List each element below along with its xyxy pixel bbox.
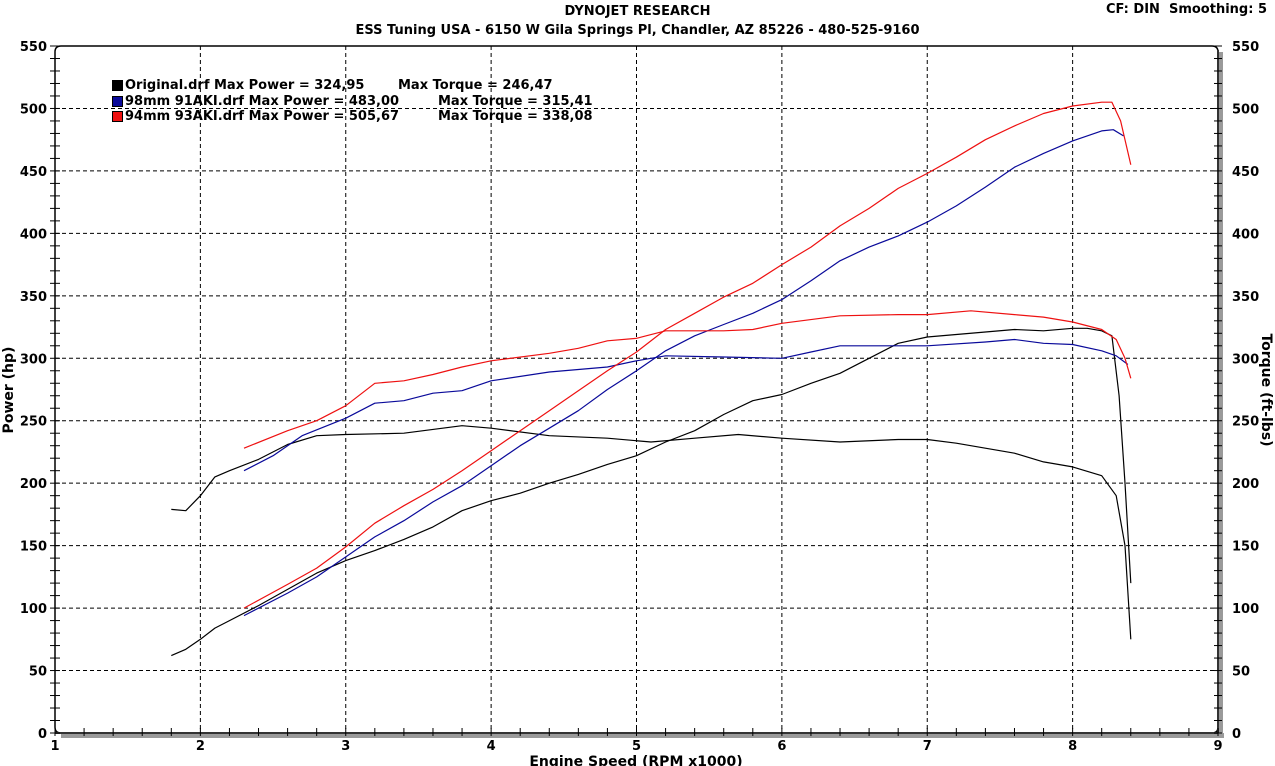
axis-tick-labels: 0 0 50 50 100 100 150 150 200 200 250 250 300 300 350 3…	[20, 40, 1259, 754]
series-line	[243, 129, 1124, 617]
x-tick-label: 1	[50, 739, 59, 754]
legend-item-original: Original.drf Max Power = 324,95 Max Torq…	[112, 78, 553, 94]
y2-tick-label: 300	[1232, 352, 1259, 367]
y-tick-label: 300	[20, 352, 47, 367]
axis-ticks	[50, 45, 1222, 736]
y-tick-label: 550	[20, 40, 47, 55]
y2-tick-label: 550	[1232, 40, 1259, 55]
y2-tick-label: 0	[1232, 727, 1241, 742]
y-tick-label: 500	[20, 102, 47, 117]
series-line	[171, 425, 1132, 640]
grid-lines	[55, 46, 1218, 733]
x-tick-label: 3	[341, 739, 350, 754]
cf-smoothing-info: CF: DIN Smoothing: 5	[1105, 2, 1267, 17]
y2-tick-label: 150	[1232, 540, 1259, 555]
chart-title: DYNOJET RESEARCH	[564, 4, 711, 19]
legend-label: 98mm 91AKI.drf Max Power = 483,00	[125, 93, 400, 109]
legend-swatch-black	[112, 80, 123, 92]
legend-swatch-blue	[112, 95, 123, 107]
legend-item-94mm: 94mm 93AKI.drf Max Power = 505,67 Max To…	[112, 109, 593, 125]
y-tick-label: 400	[20, 227, 47, 242]
legend-label: Original.drf Max Power = 324,95	[125, 78, 365, 93]
x-tick-label: 4	[487, 739, 496, 754]
y2-tick-label: 100	[1232, 602, 1259, 617]
x-tick-label: 7	[923, 739, 932, 754]
legend-item-98mm: 98mm 91AKI.drf Max Power = 483,00 Max To…	[112, 93, 593, 110]
data-series	[171, 101, 1132, 657]
legend-swatch-red	[112, 111, 123, 123]
x-tick-label: 2	[196, 739, 205, 754]
y-tick-label: 200	[20, 477, 47, 492]
y-tick-label: 100	[20, 602, 47, 617]
x-tick-label: 5	[632, 739, 641, 754]
legend-torque: Max Torque = 315,41	[438, 93, 593, 109]
plot-frame	[54, 45, 1224, 738]
y-tick-label: 50	[29, 665, 47, 680]
x-tick-label: 9	[1213, 739, 1222, 754]
y-tick-label: 250	[20, 415, 47, 430]
series-line	[243, 101, 1132, 609]
y-tick-label: 0	[38, 727, 47, 742]
y2-tick-label: 50	[1232, 665, 1250, 680]
series-line	[243, 310, 1132, 449]
x-tick-label: 6	[777, 739, 786, 754]
legend-torque: Max Torque = 246,47	[398, 78, 553, 93]
chart-subtitle: ESS Tuning USA - 6150 W Gila Springs Pl,…	[355, 23, 920, 38]
y-tick-label: 150	[20, 540, 47, 555]
x-axis-label: Engine Speed (RPM x1000)	[529, 754, 742, 766]
legend-torque: Max Torque = 338,08	[438, 109, 593, 124]
y2-tick-label: 450	[1232, 165, 1259, 180]
series-line	[243, 338, 1129, 472]
y2-tick-label: 400	[1232, 227, 1259, 242]
y-axis-left-label: Power (hp)	[1, 347, 17, 434]
y2-tick-label: 250	[1232, 415, 1259, 430]
x-tick-label: 8	[1068, 739, 1077, 754]
series-line	[171, 327, 1132, 657]
y-axis-right-label: Torque (ft-lbs)	[1258, 333, 1274, 446]
y2-tick-label: 200	[1232, 477, 1259, 492]
legend: Original.drf Max Power = 324,95 Max Torq…	[112, 78, 593, 125]
y2-tick-label: 500	[1232, 102, 1259, 117]
y2-tick-label: 350	[1232, 290, 1259, 305]
legend-label: 94mm 93AKI.drf Max Power = 505,67	[125, 109, 400, 124]
y-tick-label: 350	[20, 290, 47, 305]
y-tick-label: 450	[20, 165, 47, 180]
